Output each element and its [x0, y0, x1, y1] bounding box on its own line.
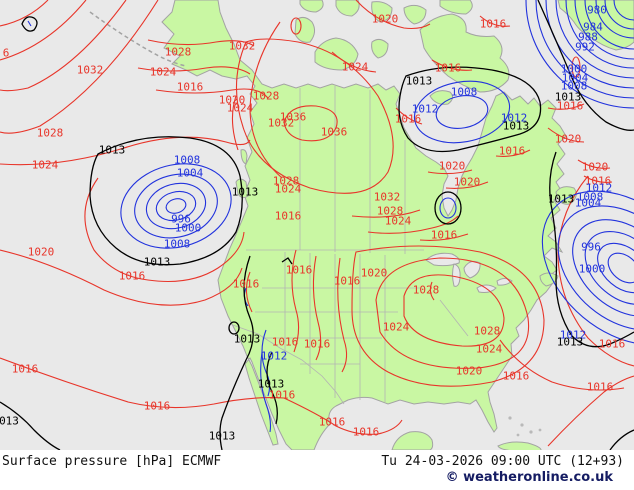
- island-queen-elizabeth-2: [335, 0, 360, 17]
- map-canvas: [0, 0, 634, 450]
- valid-time: Tu 24-03-2026 09:00 UTC (12+93): [381, 454, 624, 469]
- island-somerset: [371, 38, 389, 59]
- yucatan: [391, 431, 434, 450]
- lake-michigan: [452, 263, 461, 287]
- product-title: Surface pressure [hPa] ECMWF: [2, 454, 222, 469]
- isobars-red: [0, 0, 634, 447]
- copyright-link[interactable]: © weatheronline.co.uk: [445, 470, 613, 485]
- island-ellesmere: [439, 0, 473, 15]
- island-devon: [403, 4, 427, 25]
- greenland: [557, 0, 634, 51]
- island-banks: [294, 16, 316, 43]
- island-haida-gwaii: [240, 149, 248, 165]
- status-bar: Surface pressure [hPa] ECMWF Tu 24-03-20…: [0, 450, 634, 490]
- isobars-1013: [0, 0, 634, 450]
- isobars-blue: [27, 0, 634, 433]
- small-islands-group: [89, 11, 542, 437]
- lake-huron: [463, 260, 481, 279]
- island-queen-elizabeth-1: [299, 0, 324, 13]
- island-victoria: [314, 37, 359, 71]
- pressure-map: 6 1032 1028 1024 1020 1016 1016 1016 1028 1024 101…: [0, 0, 634, 450]
- island-cuba: [497, 441, 542, 450]
- borders-group: [229, 86, 469, 405]
- island-baffin: [419, 13, 510, 93]
- great-lakes-group: [425, 252, 513, 293]
